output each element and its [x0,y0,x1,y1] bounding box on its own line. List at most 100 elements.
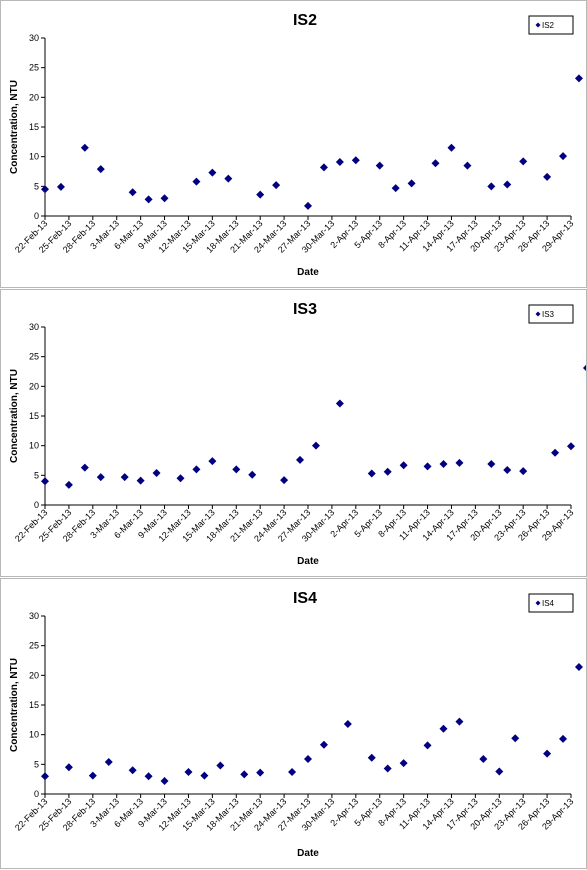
data-point [120,473,129,482]
data-point [519,157,528,166]
legend-box [528,593,574,613]
y-tick-label: 15 [29,122,39,132]
chart-panel-is3: IS3 0 5 10 15 20 25 30 22-Feb-13 25-Feb-13 28-Feb-… [0,289,587,577]
y-tick-label: 10 [29,441,39,451]
y-axis-label: Concentration, NTU [9,80,20,174]
data-point [56,182,65,191]
legend-box [528,15,574,35]
data-point [160,194,169,203]
data-point [41,772,49,781]
y-tick-label: 30 [29,33,39,43]
data-point [64,480,73,489]
data-point [296,455,305,464]
data-point [80,463,89,472]
data-point [256,190,265,199]
data-point [208,168,217,177]
data-point [248,470,257,479]
data-point [224,174,233,183]
data-point [407,179,416,188]
data-point [216,761,225,770]
data-point [503,465,512,474]
data-point [64,763,73,772]
data-point [495,767,504,776]
y-tick-label: 25 [29,641,39,651]
data-point [582,364,586,372]
data-point [41,477,49,486]
data-point [232,465,241,474]
y-axis-label: Concentration, NTU [9,369,20,463]
y-tick-label: 25 [29,352,39,362]
data-point [311,441,320,450]
data-point [551,448,560,457]
y-tick-label: 30 [29,322,39,332]
data-point [391,184,400,193]
data-point [288,768,297,777]
data-point [574,74,583,83]
chart-title: IS4 [293,590,317,607]
legend: IS2 [528,15,574,35]
data-point [519,467,528,476]
data-point [503,180,512,189]
data-point [455,717,464,726]
data-point [335,158,344,167]
data-point [144,772,153,781]
data-point [463,161,472,170]
x-axis-label: Date [297,556,319,567]
data-point [200,771,209,780]
legend-marker [535,600,541,606]
data-point [304,201,312,210]
chart-panel-is4: IS4 0 5 10 15 20 25 30 22-Feb-13 25-Feb-13 28-Feb-… [0,578,587,869]
legend-label: IS2 [542,21,555,30]
data-point [80,143,89,152]
data-point [487,460,496,469]
legend-marker [535,22,541,28]
data-point [431,159,440,168]
data-point [184,768,193,777]
chart-title: IS2 [293,12,317,29]
data-point [439,460,448,469]
data-point [96,473,105,482]
legend-label: IS4 [542,599,555,608]
y-tick-label: 20 [29,381,39,391]
y-tick-label: 25 [29,63,39,73]
y-tick-label: 15 [29,700,39,710]
y-tick-label: 10 [29,152,39,162]
data-point [319,740,328,749]
data-point [160,776,169,785]
y-tick-label: 15 [29,411,39,421]
data-point [128,766,137,775]
data-point [96,165,105,174]
data-point [208,457,217,466]
y-tick-label: 5 [34,181,39,191]
data-point [559,734,568,743]
data-point [88,771,97,780]
data-point [192,177,201,186]
data-point [399,461,408,470]
data-point [423,741,432,750]
y-tick-label: 5 [34,470,39,480]
y-tick-label: 10 [29,730,39,740]
x-axis-label: Date [297,267,319,278]
y-tick-label: 0 [34,500,39,510]
data-point [383,467,392,476]
data-point [319,163,328,172]
data-point [104,757,113,766]
data-point [335,399,344,408]
data-point [511,734,520,743]
data-point [399,759,408,768]
y-tick-label: 0 [34,211,39,221]
y-tick-label: 30 [29,611,39,621]
data-point [272,181,281,190]
y-axis-label: Concentration, NTU [9,658,20,752]
data-point [280,476,289,485]
data-point [479,754,488,763]
data-point [447,143,456,152]
chart-svg: IS405101520253022-Feb-1325-Feb-1328-Feb-… [9,590,583,859]
data-point [256,768,265,777]
data-point [136,476,145,485]
chart-title: IS3 [293,301,317,318]
legend: IS3 [528,304,574,324]
data-point [439,724,448,733]
legend-label: IS3 [542,310,555,319]
data-point [574,663,583,672]
